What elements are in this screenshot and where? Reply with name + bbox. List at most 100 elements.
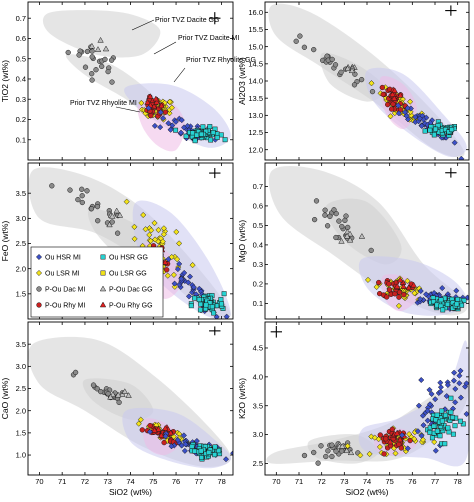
x-tick-label: 76 — [172, 477, 180, 486]
x-tick-label: 74 — [126, 477, 134, 486]
y-tick-label: 13.0 — [248, 111, 263, 120]
point — [331, 207, 337, 213]
point — [389, 90, 396, 97]
y-tick-label: 14.5 — [248, 59, 263, 68]
point — [455, 296, 461, 302]
point — [418, 432, 425, 439]
point — [159, 238, 166, 245]
point — [325, 448, 331, 454]
point — [393, 282, 401, 289]
point — [151, 219, 158, 227]
point — [401, 292, 407, 298]
point — [88, 42, 96, 49]
point — [142, 226, 149, 233]
point — [145, 105, 152, 112]
error-bar — [209, 12, 221, 25]
legend-marker — [99, 285, 107, 292]
point — [182, 441, 189, 448]
point — [212, 444, 218, 450]
point — [184, 122, 191, 130]
point — [398, 445, 404, 451]
point — [391, 87, 398, 93]
point — [444, 381, 451, 389]
legend-marker — [36, 286, 42, 292]
point — [406, 431, 413, 438]
legend-entry: P-Ou Dac GG — [99, 285, 153, 294]
y-tick-label: 0.4 — [16, 75, 26, 84]
series-p-ou-dac-mi — [293, 33, 376, 95]
panel-tio2: 0.1 0.2 0.3 0.4 0.5 0.6 0.7 TiO2 (wt%) Prior TVZ… — [0, 1, 256, 161]
point — [189, 262, 196, 269]
point — [293, 38, 299, 44]
point — [417, 296, 424, 303]
x-tick-label: 78 — [217, 477, 225, 486]
point — [373, 283, 380, 291]
point — [109, 79, 115, 85]
point — [454, 301, 460, 307]
point — [137, 416, 144, 423]
point — [351, 82, 358, 88]
point — [324, 223, 331, 229]
legend-entry: Ou LSR MI — [35, 269, 80, 278]
y-tick-label: 3.5 — [253, 401, 263, 410]
y-tick-label: 0.2 — [253, 280, 263, 289]
y-tick-label: 3.5 — [16, 340, 26, 349]
point — [456, 380, 463, 387]
point — [72, 369, 79, 376]
point — [344, 442, 351, 450]
point — [67, 187, 73, 193]
point — [338, 69, 344, 75]
point — [166, 98, 173, 105]
y-tick-label: 2.5 — [16, 239, 26, 248]
point — [315, 460, 321, 466]
point — [102, 56, 108, 63]
point — [318, 443, 324, 449]
point — [451, 139, 458, 146]
x-tick-label: 77 — [431, 477, 439, 486]
point — [460, 421, 466, 427]
y-tick-label: 3.5 — [16, 189, 26, 198]
legend-label: P-Ou Dac GG — [109, 287, 153, 294]
point — [147, 237, 154, 244]
point — [177, 129, 185, 136]
y-tick-label: 1.5 — [16, 289, 26, 298]
point — [346, 236, 354, 243]
y-tick-label: 12.5 — [248, 128, 263, 137]
point — [167, 126, 174, 133]
y-tick-label: 15.5 — [248, 25, 263, 34]
legend-marker — [99, 301, 107, 308]
point — [206, 449, 212, 455]
point — [203, 302, 209, 308]
point — [181, 269, 188, 276]
point — [174, 266, 181, 273]
x-tick-label: 75 — [149, 477, 157, 486]
point — [160, 115, 167, 122]
point — [386, 281, 392, 287]
annotation-leader — [115, 106, 141, 113]
point — [65, 49, 71, 56]
series-p-ou-dac-gg — [344, 63, 358, 74]
point — [107, 393, 114, 400]
legend-marker — [35, 253, 43, 261]
legend-entry: P-Ou Rhy MI — [36, 302, 86, 310]
x-tick-label: 71 — [295, 477, 303, 486]
point — [404, 445, 411, 452]
point — [450, 414, 456, 420]
point — [114, 230, 121, 236]
point — [125, 392, 132, 398]
y-tick-label: 12.0 — [248, 145, 263, 154]
point — [94, 386, 100, 392]
point — [439, 418, 445, 424]
point — [336, 218, 342, 224]
point — [423, 291, 430, 298]
y-tick-label: 0.6 — [253, 202, 263, 211]
point — [439, 285, 446, 292]
annotation-label: Prior TVZ Rhyolite MI — [70, 100, 137, 107]
y-tick-label: 0.7 — [16, 14, 26, 23]
point — [157, 124, 164, 131]
point — [106, 221, 113, 228]
point — [160, 231, 167, 238]
point — [342, 217, 348, 224]
point — [393, 429, 401, 436]
point — [199, 455, 204, 461]
